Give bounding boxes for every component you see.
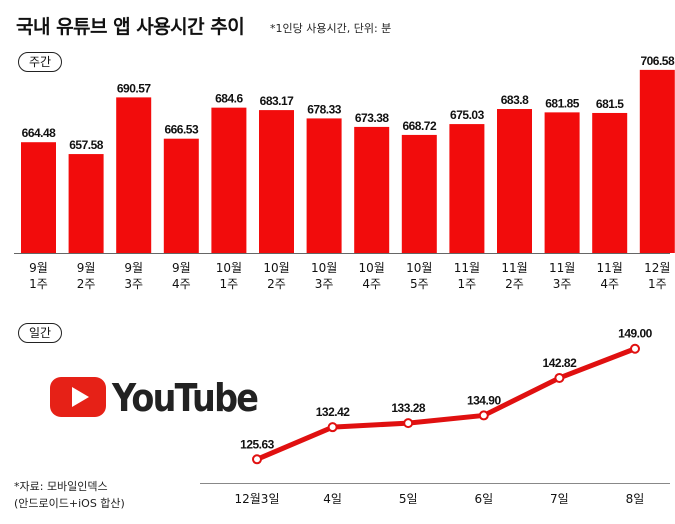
bar xyxy=(21,142,56,253)
bar-value-label: 657.58 xyxy=(69,138,104,152)
weekly-bar-chart: 664.48 9월 1주 657.58 9월 2주 690.57 9월 3주 666.53 9월 4주… xyxy=(14,54,675,291)
bar xyxy=(116,97,152,253)
bar xyxy=(259,110,294,253)
bar xyxy=(401,134,437,253)
x-tick-label: 2주 xyxy=(267,277,286,291)
data-point xyxy=(478,410,489,421)
point-value-label: 149.00 xyxy=(618,327,653,341)
x-tick-label: 1주 xyxy=(29,277,48,291)
bar xyxy=(592,112,628,253)
x-tick-label: 3주 xyxy=(124,277,143,291)
data-point xyxy=(403,418,414,429)
point-value-label: 133.28 xyxy=(391,401,426,415)
x-tick-label: 11월 xyxy=(501,261,527,275)
data-point xyxy=(327,422,338,433)
bar-value-label: 681.5 xyxy=(596,97,624,111)
bar-value-label: 666.53 xyxy=(164,123,199,137)
bar-value-label: 668.72 xyxy=(402,119,437,133)
bar xyxy=(544,112,580,253)
bar-value-label: 683.8 xyxy=(501,93,529,107)
bar-value-label: 664.48 xyxy=(22,126,57,140)
weekly-section-label: 주간 xyxy=(18,52,63,72)
x-tick-label: 9월 xyxy=(124,261,143,275)
bar xyxy=(306,118,342,253)
bar xyxy=(163,138,199,253)
point-value-label: 142.82 xyxy=(543,356,578,370)
x-tick-label: 2주 xyxy=(77,277,96,291)
series-line xyxy=(256,346,636,462)
x-tick-label: 9월 xyxy=(29,261,48,275)
youtube-play-icon xyxy=(50,377,106,417)
x-tick-label: 1주 xyxy=(220,277,239,291)
x-tick-label: 10월 xyxy=(359,261,385,275)
data-point xyxy=(252,454,262,465)
x-tick-label: 1주 xyxy=(648,277,667,291)
bar-value-label: 675.03 xyxy=(450,108,485,122)
x-tick-label: 12월 xyxy=(644,261,670,275)
bar-value-label: 683.17 xyxy=(260,94,295,108)
x-tick-label: 11월 xyxy=(597,261,623,275)
bar-value-label: 690.57 xyxy=(117,81,152,95)
point-value-label: 125.63 xyxy=(240,437,275,451)
bar xyxy=(211,107,247,253)
source-note: *자료: 모바일인덱스 (안드로이드+iOS 합산) xyxy=(14,478,125,512)
x-tick-label: 2주 xyxy=(505,277,524,291)
bar-value-label: 706.58 xyxy=(640,54,675,68)
daily-section-label: 일간 xyxy=(18,323,63,343)
x-tick-label: 11월 xyxy=(549,261,575,275)
source-line-1: *자료: 모바일인덱스 xyxy=(14,480,108,493)
daily-line-chart: 125.63 12월3일 132.42 4일 133.28 5일 134.90 6일 142.8… xyxy=(200,327,670,506)
x-tick-label: 5주 xyxy=(410,277,429,291)
data-point xyxy=(554,372,565,383)
x-tick-label: 8일 xyxy=(626,492,645,506)
x-tick-label: 4주 xyxy=(600,277,619,291)
bar-value-label: 681.85 xyxy=(545,96,580,110)
bar-value-label: 673.38 xyxy=(355,111,390,125)
x-tick-label: 10월 xyxy=(216,261,242,275)
x-tick-label: 4일 xyxy=(323,492,342,506)
x-tick-label: 3주 xyxy=(553,277,572,291)
bar-value-label: 684.6 xyxy=(215,92,243,106)
youtube-logo-text: YouTube xyxy=(112,376,259,420)
x-tick-label: 10월 xyxy=(311,261,337,275)
chart-title: 국내 유튜브 앱 사용시간 추이 xyxy=(16,16,245,38)
point-value-label: 134.90 xyxy=(467,393,502,407)
x-tick-label: 6일 xyxy=(474,492,493,506)
bar xyxy=(354,126,390,253)
bar xyxy=(449,124,485,254)
x-tick-label: 10월 xyxy=(406,261,432,275)
x-tick-label: 11월 xyxy=(454,261,480,275)
x-tick-label: 3주 xyxy=(315,277,334,291)
bar xyxy=(68,154,104,253)
x-tick-label: 10월 xyxy=(263,261,289,275)
x-tick-label: 7일 xyxy=(550,492,569,506)
x-tick-label: 9월 xyxy=(172,261,191,275)
point-value-label: 132.42 xyxy=(316,405,351,419)
x-tick-label: 4주 xyxy=(172,277,191,291)
x-tick-label: 9월 xyxy=(77,261,96,275)
unit-note: *1인당 사용시간, 단위: 분 xyxy=(270,22,392,35)
bar xyxy=(639,69,675,253)
data-point xyxy=(630,343,640,354)
x-tick-label: 12월3일 xyxy=(235,492,280,506)
source-line-2: (안드로이드+iOS 합산) xyxy=(14,497,125,510)
bar xyxy=(497,109,532,254)
x-tick-label: 5일 xyxy=(399,492,418,506)
x-tick-label: 1주 xyxy=(458,277,477,291)
bar-value-label: 678.33 xyxy=(307,102,342,116)
x-tick-label: 4주 xyxy=(362,277,381,291)
